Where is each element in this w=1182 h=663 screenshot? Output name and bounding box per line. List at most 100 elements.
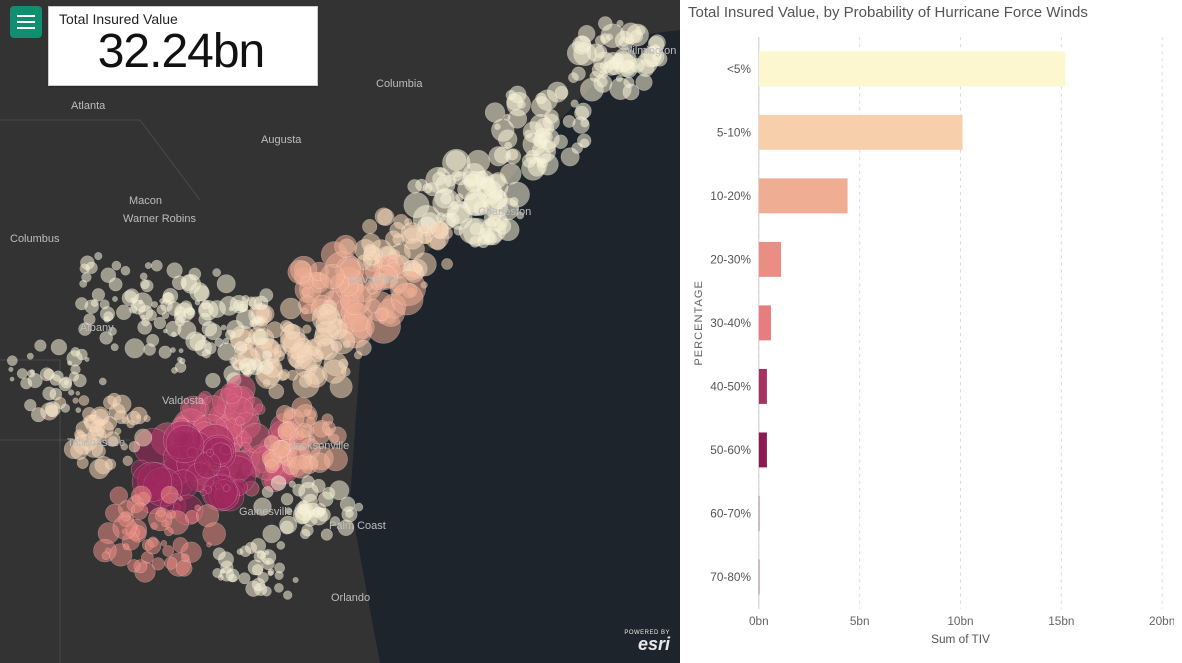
map-bubble[interactable]: [218, 343, 236, 361]
map-bubble[interactable]: [263, 351, 272, 360]
map-bubble[interactable]: [92, 288, 105, 301]
map-bubble[interactable]: [587, 44, 605, 62]
map-bubble[interactable]: [89, 459, 109, 479]
map-bubble[interactable]: [80, 264, 90, 274]
map-bubble[interactable]: [112, 296, 117, 301]
map-bubble[interactable]: [241, 364, 252, 375]
map-bubble[interactable]: [90, 421, 105, 436]
map-bubble[interactable]: [50, 388, 62, 400]
map-bubble[interactable]: [355, 503, 363, 511]
map-bubble[interactable]: [122, 290, 137, 305]
bar[interactable]: [759, 432, 767, 467]
map-bubble[interactable]: [147, 334, 159, 346]
map-bubble[interactable]: [207, 449, 214, 456]
map-bubble[interactable]: [315, 322, 338, 345]
map-bubble[interactable]: [179, 497, 183, 501]
map-bubble[interactable]: [249, 297, 262, 310]
map-bubble[interactable]: [246, 581, 262, 597]
map-bubble[interactable]: [141, 315, 146, 320]
map-bubble[interactable]: [129, 306, 137, 314]
map-bubble[interactable]: [121, 266, 130, 275]
map-bubble[interactable]: [141, 280, 153, 292]
map-bubble[interactable]: [152, 301, 158, 307]
map-bubble[interactable]: [100, 331, 113, 344]
bar[interactable]: [759, 51, 1066, 86]
map-bubble[interactable]: [80, 280, 87, 287]
map-bubble[interactable]: [362, 219, 377, 234]
map-bubble[interactable]: [111, 344, 118, 351]
map-bubble[interactable]: [594, 74, 612, 92]
map-bubble[interactable]: [217, 275, 235, 293]
map-bubble[interactable]: [165, 557, 178, 570]
map-bubble[interactable]: [174, 311, 186, 323]
map-bubble[interactable]: [365, 265, 379, 279]
map-bubble[interactable]: [108, 436, 118, 446]
map-bubble[interactable]: [180, 301, 192, 313]
map-bubble[interactable]: [354, 351, 362, 359]
chart-area[interactable]: 0bn5bn10bn15bn20bn<5%5-10%10-20%20-30%30…: [688, 27, 1174, 651]
map-bubble[interactable]: [131, 503, 148, 520]
map-bubble[interactable]: [129, 441, 140, 452]
map-bubble[interactable]: [190, 334, 207, 351]
map-bubble[interactable]: [345, 509, 353, 517]
map-bubble[interactable]: [485, 103, 505, 123]
map-bubble[interactable]: [61, 404, 70, 413]
map-bubble[interactable]: [321, 529, 333, 541]
map-bubble[interactable]: [103, 416, 117, 430]
bar[interactable]: [759, 305, 771, 340]
map-bubble[interactable]: [283, 332, 309, 358]
map-bubble[interactable]: [258, 572, 269, 583]
map-bubble[interactable]: [85, 357, 90, 362]
map-bubble[interactable]: [189, 268, 201, 280]
map-bubble[interactable]: [280, 298, 301, 319]
map-bubble[interactable]: [234, 341, 247, 354]
map-bubble[interactable]: [145, 538, 161, 554]
map-bubble[interactable]: [157, 305, 167, 315]
map-bubble[interactable]: [276, 405, 293, 422]
map-bubble[interactable]: [320, 264, 344, 288]
map-bubble[interactable]: [127, 559, 140, 572]
map-bubble[interactable]: [170, 347, 175, 352]
map-bubble[interactable]: [221, 325, 226, 330]
map-bubble[interactable]: [195, 452, 221, 478]
map-bubble[interactable]: [225, 330, 235, 340]
map-bubble[interactable]: [302, 308, 308, 314]
map-bubble[interactable]: [262, 486, 273, 497]
map-bubble[interactable]: [220, 567, 234, 581]
map-bubble[interactable]: [245, 542, 257, 554]
map-bubble[interactable]: [122, 513, 131, 522]
bar[interactable]: [759, 242, 781, 277]
map-bubble[interactable]: [375, 308, 388, 321]
map-bubble[interactable]: [104, 317, 110, 323]
map-bubble[interactable]: [157, 508, 166, 517]
map-bubble[interactable]: [253, 329, 269, 345]
map-bubble[interactable]: [322, 421, 335, 434]
map-bubble[interactable]: [79, 395, 89, 405]
menu-button[interactable]: [10, 6, 42, 38]
map-bubble[interactable]: [322, 360, 346, 384]
map-bubble[interactable]: [71, 442, 89, 460]
map-bubble[interactable]: [601, 24, 625, 48]
map-bubble[interactable]: [568, 73, 578, 83]
map-bubble[interactable]: [318, 492, 333, 507]
map-bubble[interactable]: [92, 444, 106, 458]
map-bubble[interactable]: [166, 321, 182, 337]
map-bubble[interactable]: [177, 357, 182, 362]
map-bubble[interactable]: [263, 525, 281, 543]
map-bubble[interactable]: [446, 213, 460, 227]
map-bubble[interactable]: [206, 373, 221, 388]
map-bubble[interactable]: [303, 512, 318, 527]
map-bubble[interactable]: [145, 262, 151, 268]
map-bubble[interactable]: [35, 340, 47, 352]
map-bubble[interactable]: [580, 139, 589, 148]
map-bubble[interactable]: [294, 404, 317, 427]
map-bubble[interactable]: [209, 300, 226, 317]
map-bubble[interactable]: [436, 175, 455, 194]
map-bubble[interactable]: [102, 552, 110, 560]
map-bubble[interactable]: [293, 577, 299, 583]
map-bubble[interactable]: [365, 283, 372, 290]
map-bubble[interactable]: [125, 339, 145, 359]
map-bubble[interactable]: [151, 260, 162, 271]
map-bubble[interactable]: [172, 276, 186, 290]
map-bubble[interactable]: [290, 456, 313, 479]
